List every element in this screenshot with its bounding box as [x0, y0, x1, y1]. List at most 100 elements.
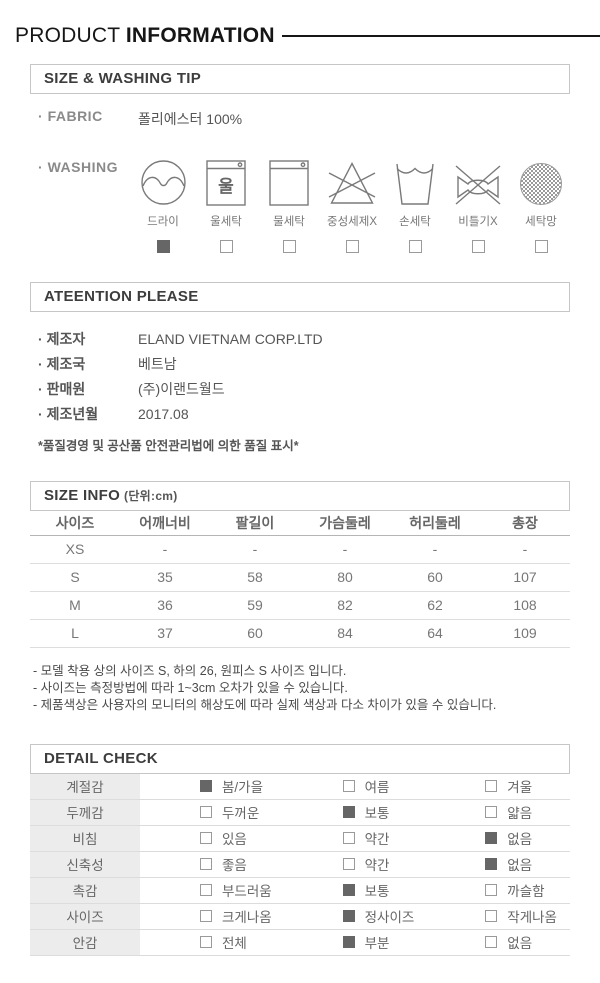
washing-checkbox: [219, 240, 233, 253]
detail-check-row-label: 비침: [30, 825, 140, 851]
washing-checkbox: [408, 240, 422, 253]
detail-check-options: 전체 부분 없음: [142, 930, 570, 955]
page-title-regular: PRODUCT: [15, 24, 126, 47]
size-table-header-row: 사이즈 어깨너비 팔길이 가슴둘레 허리둘레 총장: [30, 511, 570, 536]
size-note: - 모델 착용 상의 사이즈 S, 하의 26, 원피스 S 사이즈 입니다.: [33, 663, 347, 678]
detail-check-checkbox: [200, 780, 212, 792]
detail-check-row-label: 사이즈: [30, 903, 140, 929]
section-header-label: ATEENTION PLEASE: [44, 288, 199, 305]
detail-check-row: 신축성 좋음 약간 없음: [30, 851, 570, 878]
detail-check-option-label: 좋음: [222, 858, 247, 873]
detail-check-checkbox: [342, 832, 355, 844]
size-table-column-header: 가슴둘레: [300, 511, 390, 536]
detail-check-option-label: 부분: [364, 936, 390, 951]
washing-item: 드라이: [132, 159, 194, 253]
size-table-cell: 108: [480, 591, 570, 620]
size-table-cell: 109: [480, 619, 570, 648]
size-table-cell: L: [30, 619, 120, 648]
size-table: 사이즈 어깨너비 팔길이 가슴둘레 허리둘레 총장 XS - - - - - S 35 58 80 60 107…: [30, 511, 570, 648]
size-table-cell: 35: [120, 563, 210, 592]
washing-item: 울 울세탁: [195, 159, 257, 253]
detail-check-checkbox: [485, 910, 498, 922]
detail-check-row: 계절감 봄/가을 여름 겨울: [30, 773, 570, 800]
no-wring-icon: [453, 159, 503, 206]
size-table-cell: 60: [210, 619, 300, 648]
detail-check-row-label: 계절감: [30, 773, 140, 799]
detail-check-checkbox: [485, 780, 498, 792]
detail-check-option: 없음: [427, 852, 570, 877]
section-header-label: DETAIL CHECK: [44, 749, 158, 767]
washing-item: 비틀기X: [447, 159, 509, 253]
washing-item-label: 물세탁: [273, 216, 305, 228]
dry-clean-icon: [140, 159, 187, 206]
size-table-cell: M: [30, 591, 120, 620]
attention-row-value: 2017.08: [138, 405, 189, 422]
attention-row: 판매원(주)이랜드월드: [38, 376, 600, 401]
attention-row-label: 제조년월: [38, 404, 138, 424]
size-note: - 사이즈는 측정방법에 따라 1~3cm 오차가 있을 수 있습니다.: [33, 680, 348, 695]
detail-check-option: 보통: [285, 878, 428, 903]
detail-check-option: 크게나옴: [142, 904, 285, 929]
size-table-cell: 107: [480, 563, 570, 592]
size-table-cell: 59: [210, 591, 300, 620]
washing-item: 세탁망: [510, 159, 572, 253]
size-table-cell: XS: [30, 535, 120, 564]
size-table-cell: 84: [300, 619, 390, 648]
detail-check-row-label: 두께감: [30, 799, 140, 825]
detail-check-options: 부드러움 보통 까슬함: [142, 878, 570, 903]
washing-item-label: 중성세제X: [327, 216, 377, 228]
detail-check-option: 보통: [285, 800, 428, 825]
detail-check-option-label: 보통: [364, 806, 390, 821]
size-table-cell: 58: [210, 563, 300, 592]
detail-check-checkbox: [342, 884, 355, 896]
size-table-cell: 82: [300, 591, 390, 620]
detail-check-row-label: 안감: [30, 929, 140, 955]
detail-check-option: 없음: [427, 826, 570, 851]
section-header-label: SIZE & WASHING TIP: [44, 70, 202, 87]
size-table-cell: 36: [120, 591, 210, 620]
size-table-row: S 35 58 80 60 107: [30, 563, 570, 592]
detail-check-option-label: 약간: [364, 858, 390, 873]
detail-check-checkbox: [200, 910, 212, 922]
detail-check-checkbox: [342, 910, 355, 922]
wool-wash-icon: 울: [206, 159, 246, 206]
washing-item-label: 드라이: [147, 216, 179, 228]
detail-check-row: 두께감 두꺼운 보통 얇음: [30, 799, 570, 826]
size-table-column-header: 허리둘레: [390, 511, 480, 536]
size-table-row: M 36 59 82 62 108: [30, 591, 570, 620]
size-table-cell: S: [30, 563, 120, 592]
laundry-net-icon: [519, 159, 563, 206]
washing-checkbox: [534, 240, 548, 253]
page-title-bold: INFORMATION: [125, 24, 275, 47]
size-table-row: XS - - - - -: [30, 535, 570, 564]
washing-item-label: 손세탁: [399, 216, 431, 228]
size-table-cell: 62: [390, 591, 480, 620]
size-table-cell: -: [300, 535, 390, 564]
washing-item-label: 비틀기X: [458, 216, 498, 228]
washing-checkbox: [345, 240, 359, 253]
detail-check-option: 좋음: [142, 852, 285, 877]
washing-label: WASHING: [38, 159, 138, 175]
washing-item: 중성세제X: [321, 159, 383, 253]
attention-row-value: (주)이랜드월드: [138, 380, 225, 397]
detail-check-option-label: 전체: [222, 936, 247, 951]
detail-check-option: 부드러움: [142, 878, 285, 903]
detail-check-row-label: 신축성: [30, 851, 140, 877]
detail-check-row: 비침 있음 약간 없음: [30, 825, 570, 852]
detail-check-row-label: 촉감: [30, 877, 140, 903]
size-table-cell: 64: [390, 619, 480, 648]
detail-check-checkbox: [200, 858, 212, 870]
detail-check-option: 두꺼운: [142, 800, 285, 825]
size-note: - 제품색상은 사용자의 모니터의 해상도에 따라 실제 색상과 다소 차이가 …: [33, 697, 497, 712]
size-info-unit: (단위:cm): [124, 489, 178, 503]
detail-check-option-label: 봄/가을: [222, 780, 264, 795]
detail-check-option: 약간: [285, 826, 428, 851]
detail-check-option: 있음: [142, 826, 285, 851]
size-table-row: L 37 60 84 64 109: [30, 619, 570, 648]
section-header-detail-check: DETAIL CHECK: [30, 743, 570, 774]
attention-row-value: ELAND VIETNAM CORP.LTD: [138, 330, 323, 347]
size-table-cell: -: [210, 535, 300, 564]
page-title: PRODUCT INFORMATION: [15, 24, 275, 48]
